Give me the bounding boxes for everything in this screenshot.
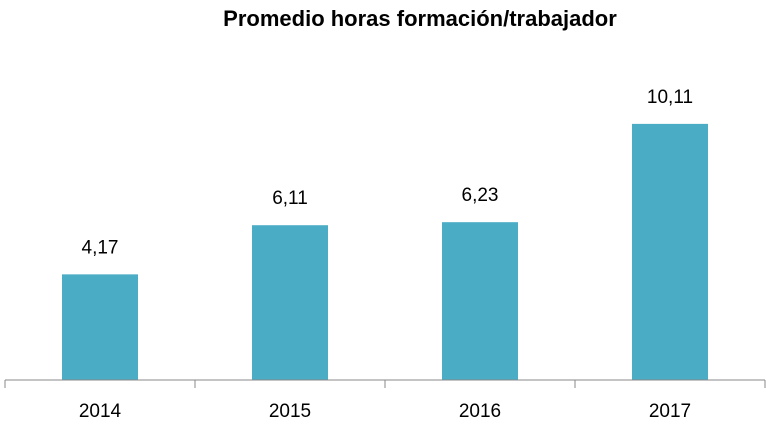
- x-tick-label: 2017: [649, 401, 691, 422]
- x-tick-label: 2014: [79, 401, 122, 422]
- chart-title: Promedio horas formación/trabajador: [223, 6, 617, 31]
- data-label: 6,11: [272, 188, 308, 209]
- x-tick-label: 2016: [459, 401, 501, 422]
- data-label: 4,17: [82, 237, 119, 258]
- data-label: 6,23: [462, 185, 499, 206]
- x-tick-label: 2015: [269, 401, 311, 422]
- bar: [632, 123, 708, 380]
- data-label: 10,11: [647, 87, 693, 108]
- bar: [442, 222, 518, 380]
- bar: [252, 225, 328, 380]
- bar: [62, 274, 138, 380]
